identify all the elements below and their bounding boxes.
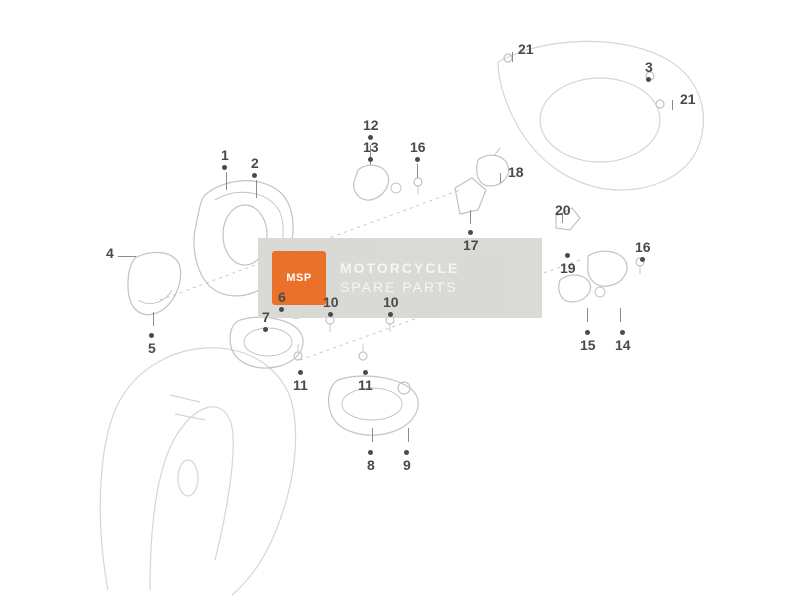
callout-number: 10: [383, 294, 399, 310]
callout-number: 17: [463, 237, 479, 253]
callout-c21b: 21: [680, 92, 696, 106]
callout-c8: 8: [367, 450, 375, 472]
callout-c15: 15: [580, 330, 596, 352]
callout-c9: 9: [403, 450, 411, 472]
callout-c2: 2: [251, 156, 259, 178]
callout-c14: 14: [615, 330, 631, 352]
callout-number: 14: [615, 337, 631, 353]
callout-number: 18: [508, 164, 524, 180]
callout-number: 12: [363, 117, 379, 133]
callout-number: 9: [403, 457, 411, 473]
watermark-text: MOTORCYCLE SPARE PARTS: [340, 259, 459, 297]
callout-c4: 4: [106, 246, 114, 260]
callout-c16b: 16: [635, 240, 651, 262]
callout-lead-c1: [226, 172, 227, 190]
callout-number: 1: [221, 147, 229, 163]
callout-lead-c21a: [512, 52, 513, 62]
callout-lead-c20: [562, 213, 563, 223]
callout-lead-c17: [470, 210, 471, 224]
callout-lead-c21b: [672, 100, 673, 110]
callout-c3: 3: [645, 60, 653, 82]
callout-lead-c8: [372, 428, 373, 442]
callout-c1: 1: [221, 148, 229, 170]
callout-number: 16: [635, 239, 651, 255]
callout-number: 16: [410, 139, 426, 155]
callout-lead-c9: [408, 428, 409, 442]
callout-number: 19: [560, 260, 576, 276]
watermark-line2: SPARE PARTS: [340, 278, 459, 297]
callout-lead-c18: [500, 173, 501, 183]
callout-lead-c2: [256, 180, 257, 198]
callout-c7: 7: [262, 310, 270, 332]
callout-number: 13: [363, 139, 379, 155]
callout-number: 21: [518, 41, 534, 57]
callout-c11b: 11: [358, 370, 373, 392]
callout-number: 8: [367, 457, 375, 473]
callout-number: 3: [645, 59, 653, 75]
callout-number: 4: [106, 245, 114, 261]
callout-number: 15: [580, 337, 596, 353]
callout-lead-c16a: [417, 164, 418, 178]
callout-c19: 19: [560, 253, 576, 275]
watermark: MSP MOTORCYCLE SPARE PARTS: [258, 238, 542, 318]
callout-c13: 13: [363, 140, 379, 162]
callout-number: 21: [680, 91, 696, 107]
callout-lead-c15: [587, 308, 588, 322]
callout-c10b: 10: [383, 295, 399, 317]
callout-c5: 5: [148, 333, 156, 355]
callout-lead-c5: [153, 312, 154, 326]
callout-number: 11: [358, 377, 373, 393]
callout-lead-c4: [118, 256, 136, 257]
callout-lead-c14: [620, 308, 621, 322]
callout-number: 7: [262, 309, 270, 325]
callout-number: 5: [148, 340, 156, 356]
callout-number: 11: [293, 377, 308, 393]
callout-number: 10: [323, 294, 339, 310]
callout-c12: 12: [363, 118, 379, 140]
callout-c6: 6: [278, 290, 286, 312]
callout-c21a: 21: [518, 42, 534, 56]
callout-c16a: 16: [410, 140, 426, 162]
callout-c11a: 11: [293, 370, 308, 392]
callout-number: 6: [278, 289, 286, 305]
callout-c18: 18: [508, 165, 524, 179]
callout-number: 2: [251, 155, 259, 171]
callout-c17: 17: [463, 230, 479, 252]
watermark-badge-text: MSP: [286, 272, 311, 284]
diagram-stage: { "diagram": { "type": "infographic", "w…: [0, 0, 800, 603]
callout-c10a: 10: [323, 295, 339, 317]
watermark-line1: MOTORCYCLE: [340, 259, 459, 278]
